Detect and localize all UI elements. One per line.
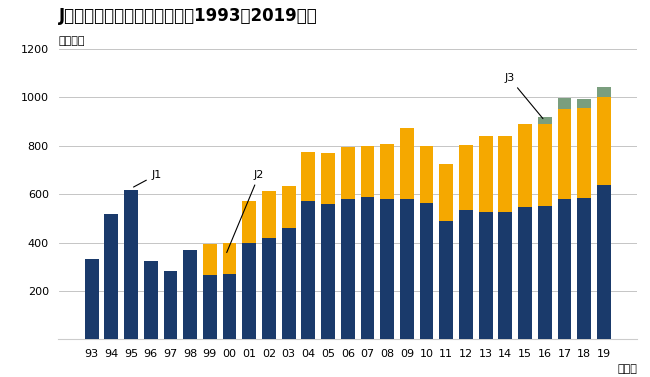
Bar [420,147,434,202]
Bar [538,206,552,339]
Bar [459,210,473,339]
Bar [321,153,335,204]
Bar [420,202,434,339]
Bar [400,128,414,199]
Bar [341,199,355,339]
Bar [164,271,177,339]
Bar [577,107,591,198]
Text: J1: J1 [133,170,162,187]
Bar [242,201,256,242]
Bar [518,207,532,339]
Bar [597,185,611,339]
Text: （万人）: （万人） [58,36,85,46]
Bar [281,228,296,339]
Bar [538,118,552,124]
Bar [203,244,216,275]
Text: （年）: （年） [618,364,638,374]
Bar [124,190,138,339]
Text: Jリーグ年間入場者数の推移（1993～2019年）: Jリーグ年間入場者数の推移（1993～2019年） [58,7,317,25]
Bar [400,199,414,339]
Bar [84,259,99,339]
Bar [341,147,355,199]
Bar [262,238,276,339]
Bar [183,250,197,339]
Bar [558,199,571,339]
Bar [499,212,512,339]
Bar [105,214,118,339]
Bar [361,146,374,196]
Bar [597,97,611,185]
Bar [439,222,453,339]
Bar [262,190,276,238]
Bar [479,212,493,339]
Bar [558,109,571,199]
Bar [597,87,611,97]
Bar [144,261,158,339]
Bar [281,186,296,228]
Bar [538,124,552,206]
Bar [361,196,374,339]
Bar [321,204,335,339]
Text: J3: J3 [504,73,543,119]
Bar [302,152,315,201]
Text: J2: J2 [227,170,265,253]
Bar [479,136,493,212]
Bar [499,136,512,212]
Bar [302,201,315,339]
Bar [439,164,453,222]
Bar [577,99,591,107]
Bar [459,145,473,210]
Bar [380,144,394,199]
Bar [558,98,571,109]
Bar [577,198,591,339]
Bar [223,274,237,339]
Bar [242,242,256,339]
Bar [518,124,532,207]
Bar [223,242,237,274]
Bar [203,275,216,339]
Bar [380,199,394,339]
